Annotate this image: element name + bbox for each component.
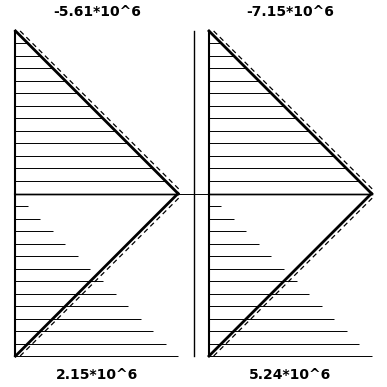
Text: 5.24*10^6: 5.24*10^6 [249,368,331,382]
Text: 2.15*10^6: 2.15*10^6 [56,368,138,382]
Text: -5.61*10^6: -5.61*10^6 [53,5,141,19]
Text: -7.15*10^6: -7.15*10^6 [246,5,334,19]
